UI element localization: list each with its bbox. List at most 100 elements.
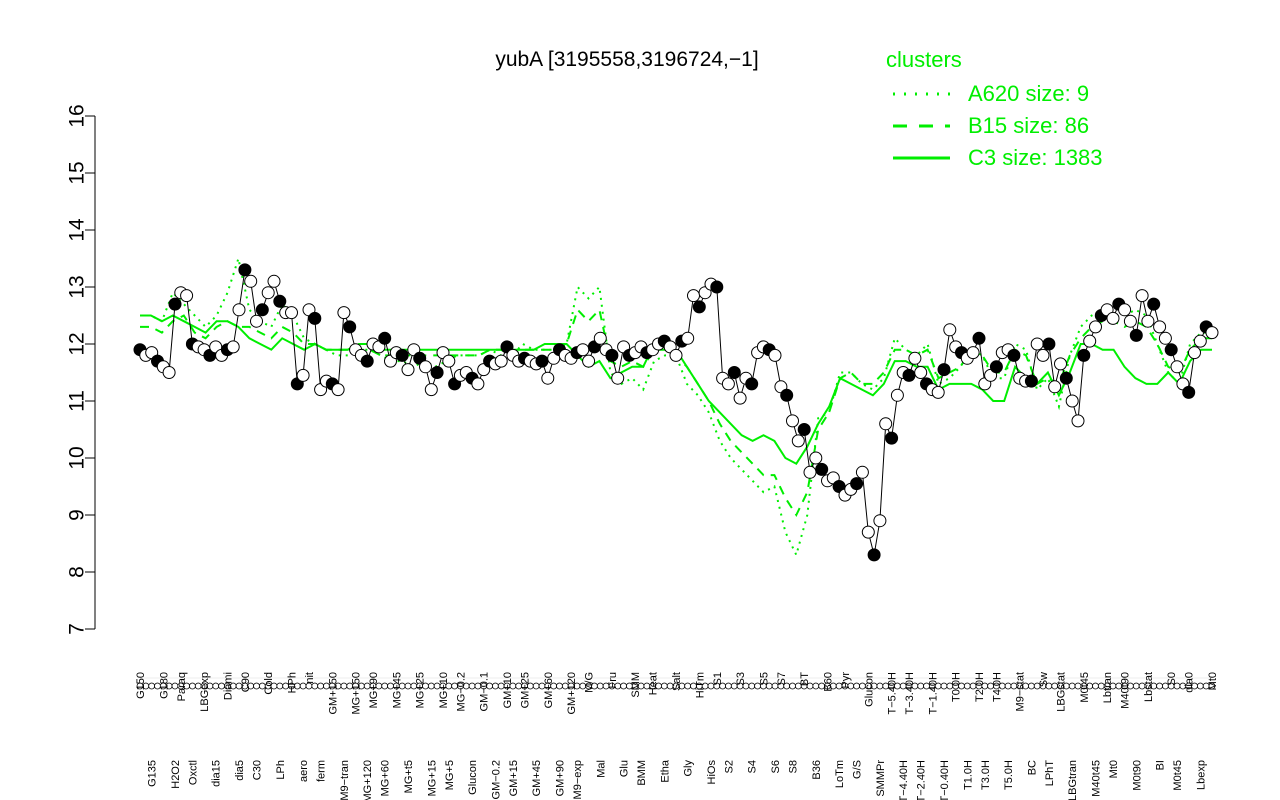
x-labels: G150 G135 G180 H2O2 Paraq Oxctl LBGexp dia15 Dia… <box>135 672 1219 800</box>
x-tick-label: MG+t5 <box>403 760 415 793</box>
x-tick-label: G135 <box>147 760 159 787</box>
data-point <box>331 383 345 397</box>
x-tick-mark <box>427 682 435 690</box>
x-tick-mark <box>148 682 156 690</box>
x-tick-label: Heat <box>648 672 660 695</box>
x-tick-label: dia15 <box>211 760 223 787</box>
x-tick-label: M/G <box>584 672 596 693</box>
x-tick-label: MG+5 <box>444 760 456 790</box>
x-tick-label: M9−exp <box>572 760 584 799</box>
x-tick-label: T4.0H <box>991 672 1003 702</box>
data-point <box>337 306 351 320</box>
x-tick-label: G150 <box>135 672 147 699</box>
x-tick-label: Mt0 <box>1108 760 1120 778</box>
data-point <box>890 388 904 402</box>
x-tick-mark <box>381 682 389 690</box>
data-point <box>710 280 724 294</box>
legend-label-b15: B15 size: 86 <box>968 113 1089 138</box>
x-tick-label: M40t45 <box>1090 760 1102 797</box>
x-tick-mark <box>340 682 348 690</box>
data-point <box>442 354 456 368</box>
data-point <box>669 348 683 362</box>
x-tick-label: M0t45 <box>1172 760 1184 791</box>
x-tick-label: MG+25 <box>415 672 427 708</box>
data-point <box>733 391 747 405</box>
x-tick-label: M9−tran <box>339 760 351 800</box>
data-point <box>471 377 485 391</box>
x-tick-label: GM+25 <box>520 672 532 708</box>
data-point <box>1083 334 1097 348</box>
data-point <box>855 465 869 479</box>
x-tick-label: HPh <box>286 672 298 693</box>
x-tick-label: Cold <box>263 672 275 695</box>
x-tick-mark <box>812 682 820 690</box>
x-tick-label: SMM <box>630 672 642 698</box>
x-tick-label: BI <box>1155 760 1167 770</box>
x-tick-label: T−4.40H <box>898 760 910 800</box>
x-tick-label: nit <box>304 672 316 684</box>
x-tick-label: dia0 <box>1184 672 1196 693</box>
x-tick-mark <box>596 682 604 690</box>
data-point <box>494 354 508 368</box>
data-point <box>745 377 759 391</box>
x-tick-label: G/S <box>852 760 864 779</box>
x-tick-label: Lbstat <box>1143 672 1155 702</box>
data-point <box>1054 357 1067 371</box>
y-tick-label: 8 <box>66 566 89 578</box>
data-point <box>931 385 945 399</box>
y-tick-label: 15 <box>66 161 89 184</box>
x-tick-label: S0 <box>1166 672 1178 685</box>
x-tick-label: LBGtran <box>1067 760 1079 800</box>
data-point <box>535 354 549 368</box>
data-point <box>308 311 322 325</box>
x-tick-label: MG−0.2 <box>455 672 467 711</box>
data-point <box>168 297 182 311</box>
x-tick-mark <box>404 682 412 690</box>
x-tick-label: GM+150 <box>327 672 339 715</box>
y-tick-label: 7 <box>66 623 89 635</box>
x-tick-label: MG+15 <box>426 760 438 796</box>
x-tick-label: Mal <box>595 760 607 778</box>
x-tick-mark <box>1132 682 1140 690</box>
legend-title: clusters <box>886 47 962 72</box>
data-point <box>244 274 258 288</box>
x-tick-label: aero <box>298 760 310 782</box>
y-tick-label: 10 <box>66 446 89 469</box>
data-point <box>1042 337 1056 351</box>
data-point <box>395 348 409 362</box>
data-point <box>797 423 811 436</box>
data-point <box>879 417 893 431</box>
legend-label-c3: C3 size: 1383 <box>968 145 1103 170</box>
x-tick-label: Paraq <box>176 672 188 701</box>
x-tick-mark <box>253 682 260 690</box>
data-point <box>914 366 928 379</box>
data-point <box>1188 346 1201 360</box>
x-tick-label: Fru <box>607 672 619 689</box>
data-point <box>255 303 269 317</box>
series-line <box>139 268 1213 556</box>
x-tick-label: MG+45 <box>391 672 403 708</box>
x-tick-mark <box>748 682 756 690</box>
data-point <box>1164 343 1178 357</box>
x-tick-mark <box>556 682 563 690</box>
x-tick-label: C90 <box>240 672 252 692</box>
x-tick-label: LoTm <box>834 760 846 788</box>
x-tick-mark <box>468 682 476 690</box>
x-tick-label: B36 <box>811 760 823 780</box>
data-point <box>1077 348 1091 362</box>
x-tick-mark <box>620 682 627 690</box>
data-point <box>576 343 590 357</box>
data-point <box>692 300 706 314</box>
data-point <box>226 340 240 354</box>
x-tick-label: HiTm <box>694 672 706 698</box>
x-tick-label: GM+15 <box>508 760 520 796</box>
x-tick-label: M0t90 <box>1131 760 1143 791</box>
data-line <box>139 268 1213 556</box>
x-tick-label: Gly <box>683 760 695 777</box>
y-tick-label: 16 <box>66 104 89 127</box>
x-tick-label: Oxctl <box>187 760 199 785</box>
data-point <box>1123 314 1137 328</box>
x-tick-label: T5.0H <box>1003 760 1015 790</box>
x-tick-mark <box>532 682 540 690</box>
